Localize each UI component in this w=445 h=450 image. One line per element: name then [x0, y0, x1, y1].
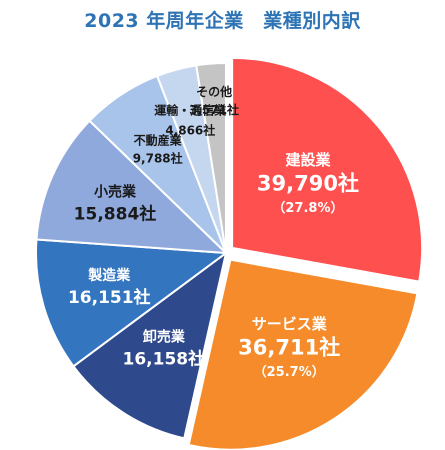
pie-slice — [195, 61, 227, 254]
slice-percent-label: （25.7%） — [254, 364, 325, 380]
slice-value-label: 16,151社 — [68, 287, 151, 308]
slice-value-label: 16,158社 — [123, 349, 206, 370]
slice-value-label: 36,711社 — [238, 335, 340, 359]
slice-value-label: 15,884社 — [74, 203, 157, 224]
slice-category-label: 建設業 — [285, 151, 331, 169]
slice-value-label: 3,571社 — [189, 102, 239, 117]
pie-slices — [35, 56, 424, 450]
slice-category-label: 運輸・通信業 — [154, 102, 227, 117]
slice-category-label: 小売業 — [94, 183, 137, 200]
slice-percent-label: （27.8%） — [272, 200, 343, 216]
slice-category-label: 製造業 — [87, 267, 131, 284]
slice-category-label: その他 — [196, 84, 232, 99]
slice-labels: 建設業 39,790社 （27.8%） サービス業 36,711社 （25.7%） 卸売業 1… — [68, 84, 359, 380]
chart-title: 2023 年周年企業 業種別内訳 — [84, 10, 361, 32]
slice-value-label: 9,788社 — [133, 151, 183, 166]
slice-category-label: 卸売業 — [143, 329, 186, 346]
slice-value-label: 4,866社 — [165, 122, 215, 137]
pie-slice — [72, 250, 228, 440]
pie-slice — [231, 56, 424, 283]
slice-category-label: 不動産業 — [134, 133, 183, 148]
pie-slice — [35, 238, 229, 368]
pie-slice — [35, 119, 229, 255]
slice-value-label: 39,790社 — [257, 172, 359, 196]
slice-category-label: サービス業 — [252, 315, 328, 333]
